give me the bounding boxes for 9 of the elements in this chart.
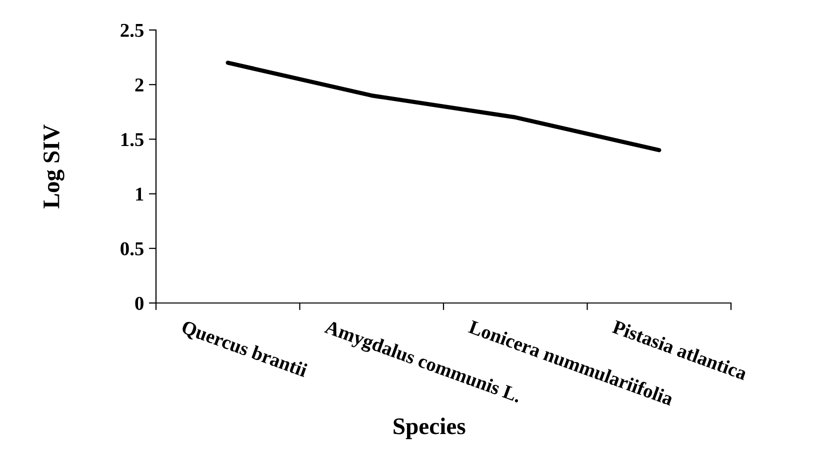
x-axis-title: Species [394,418,466,440]
y-tick-label: 1.5 [121,133,144,146]
y-tick-label: 0.5 [120,242,144,256]
line-series [226,60,662,152]
y-tick-label: 0 [135,296,144,310]
y-tick-label: 2 [135,78,144,92]
y-tick-label: 1 [136,188,144,201]
y-tick-label: 2.5 [120,24,144,38]
y-axis-title: Log SIV [43,124,64,208]
